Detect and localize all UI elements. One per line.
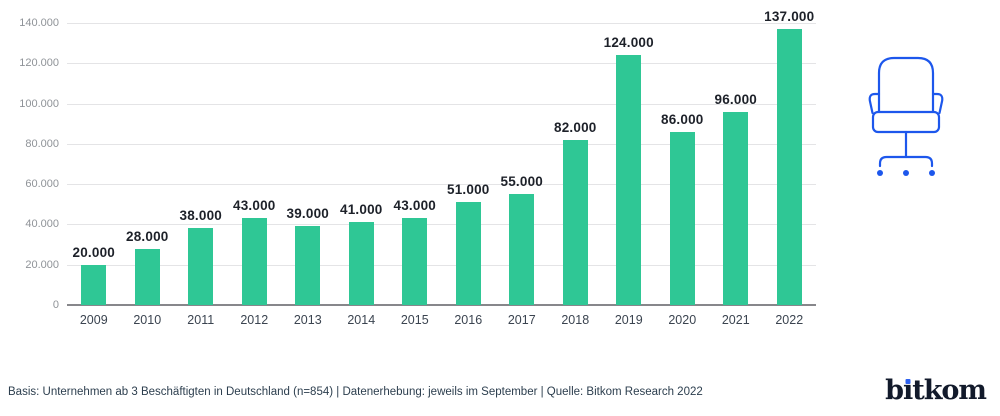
y-axis-tick-label: 80.000 xyxy=(25,137,59,150)
x-axis-tick-label: 2012 xyxy=(240,313,269,327)
bar-value-label: 41.000 xyxy=(340,202,383,218)
bar xyxy=(616,55,642,305)
x-axis-tick-label: 2013 xyxy=(293,313,322,327)
y-axis-tick-label: 60.000 xyxy=(25,178,59,191)
bar xyxy=(81,264,107,305)
y-axis-tick-label: 100.000 xyxy=(19,97,59,110)
chair-seat xyxy=(871,110,941,134)
logo-text: b xyxy=(885,375,904,406)
bar-value-label: 82.000 xyxy=(554,119,597,135)
x-axis-tick-label: 2017 xyxy=(507,313,536,327)
x-axis-tick-label: 2022 xyxy=(775,313,804,327)
office-chair-icon xyxy=(868,56,944,176)
chair-armrest-right xyxy=(931,92,944,115)
x-axis-tick-label: 2021 xyxy=(721,313,750,327)
gridline xyxy=(67,63,816,65)
x-axis-tick-label: 2019 xyxy=(614,313,643,327)
bar-value-label: 28.000 xyxy=(126,228,169,244)
bar-value-label: 124.000 xyxy=(603,35,654,51)
y-axis-tick-label: 20.000 xyxy=(25,258,59,271)
chair-wheel xyxy=(877,170,883,176)
bar xyxy=(348,222,374,305)
bar-value-label: 38.000 xyxy=(179,208,222,224)
gridline xyxy=(67,264,816,266)
bar-value-label: 43.000 xyxy=(393,198,436,214)
x-axis-tick-label: 2011 xyxy=(187,313,215,327)
bar xyxy=(402,218,428,305)
bar xyxy=(723,111,749,305)
x-axis-tick-label: 2010 xyxy=(133,313,162,327)
gridline xyxy=(67,103,816,105)
bar-value-label: 55.000 xyxy=(500,174,543,190)
x-axis-tick-label: 2020 xyxy=(668,313,697,327)
y-axis-tick-label: 140.000 xyxy=(19,17,59,29)
bar xyxy=(188,228,214,305)
x-axis-tick-label: 2014 xyxy=(347,313,376,327)
y-axis-tick-label: 120.000 xyxy=(19,57,59,70)
bar xyxy=(241,218,267,305)
bar xyxy=(134,248,160,305)
logo-i-dot xyxy=(905,379,911,384)
bar xyxy=(669,131,695,305)
bar-value-label: 20.000 xyxy=(72,244,115,260)
logo-letter-i: ı xyxy=(902,375,913,406)
bar-value-label: 137.000 xyxy=(764,9,815,25)
bar xyxy=(776,29,802,305)
chair-wheel xyxy=(903,170,909,176)
source-note: Basis: Unternehmen ab 3 Beschäftigten in… xyxy=(8,386,703,398)
bar xyxy=(509,194,535,305)
y-axis-tick-label: 40.000 xyxy=(25,218,59,231)
bitkom-logo: bı tkom xyxy=(885,375,987,406)
x-axis-tick-label: 2009 xyxy=(79,313,108,327)
x-axis-line xyxy=(67,304,816,306)
bar-value-label: 96.000 xyxy=(714,91,757,107)
bar-value-label: 43.000 xyxy=(233,198,276,214)
bar xyxy=(562,139,588,305)
gridline xyxy=(67,23,816,24)
bar-value-label: 51.000 xyxy=(447,182,490,198)
y-axis-tick-label: 0 xyxy=(52,299,59,311)
x-axis-tick-label: 2018 xyxy=(561,313,590,327)
bar-value-label: 86.000 xyxy=(661,111,704,127)
chair-armrest-left xyxy=(868,92,881,115)
logo-text: tkom xyxy=(912,375,987,406)
chair-wheel xyxy=(929,170,935,176)
bar xyxy=(455,202,481,305)
gridline xyxy=(67,224,816,226)
x-axis-tick-label: 2016 xyxy=(454,313,483,327)
gridline xyxy=(67,184,816,186)
chair-backrest xyxy=(877,56,935,118)
chair-base xyxy=(878,155,934,168)
x-axis-tick-label: 2015 xyxy=(400,313,429,327)
bar-value-label: 39.000 xyxy=(286,206,329,222)
gridline xyxy=(67,143,816,145)
bar xyxy=(295,226,321,305)
